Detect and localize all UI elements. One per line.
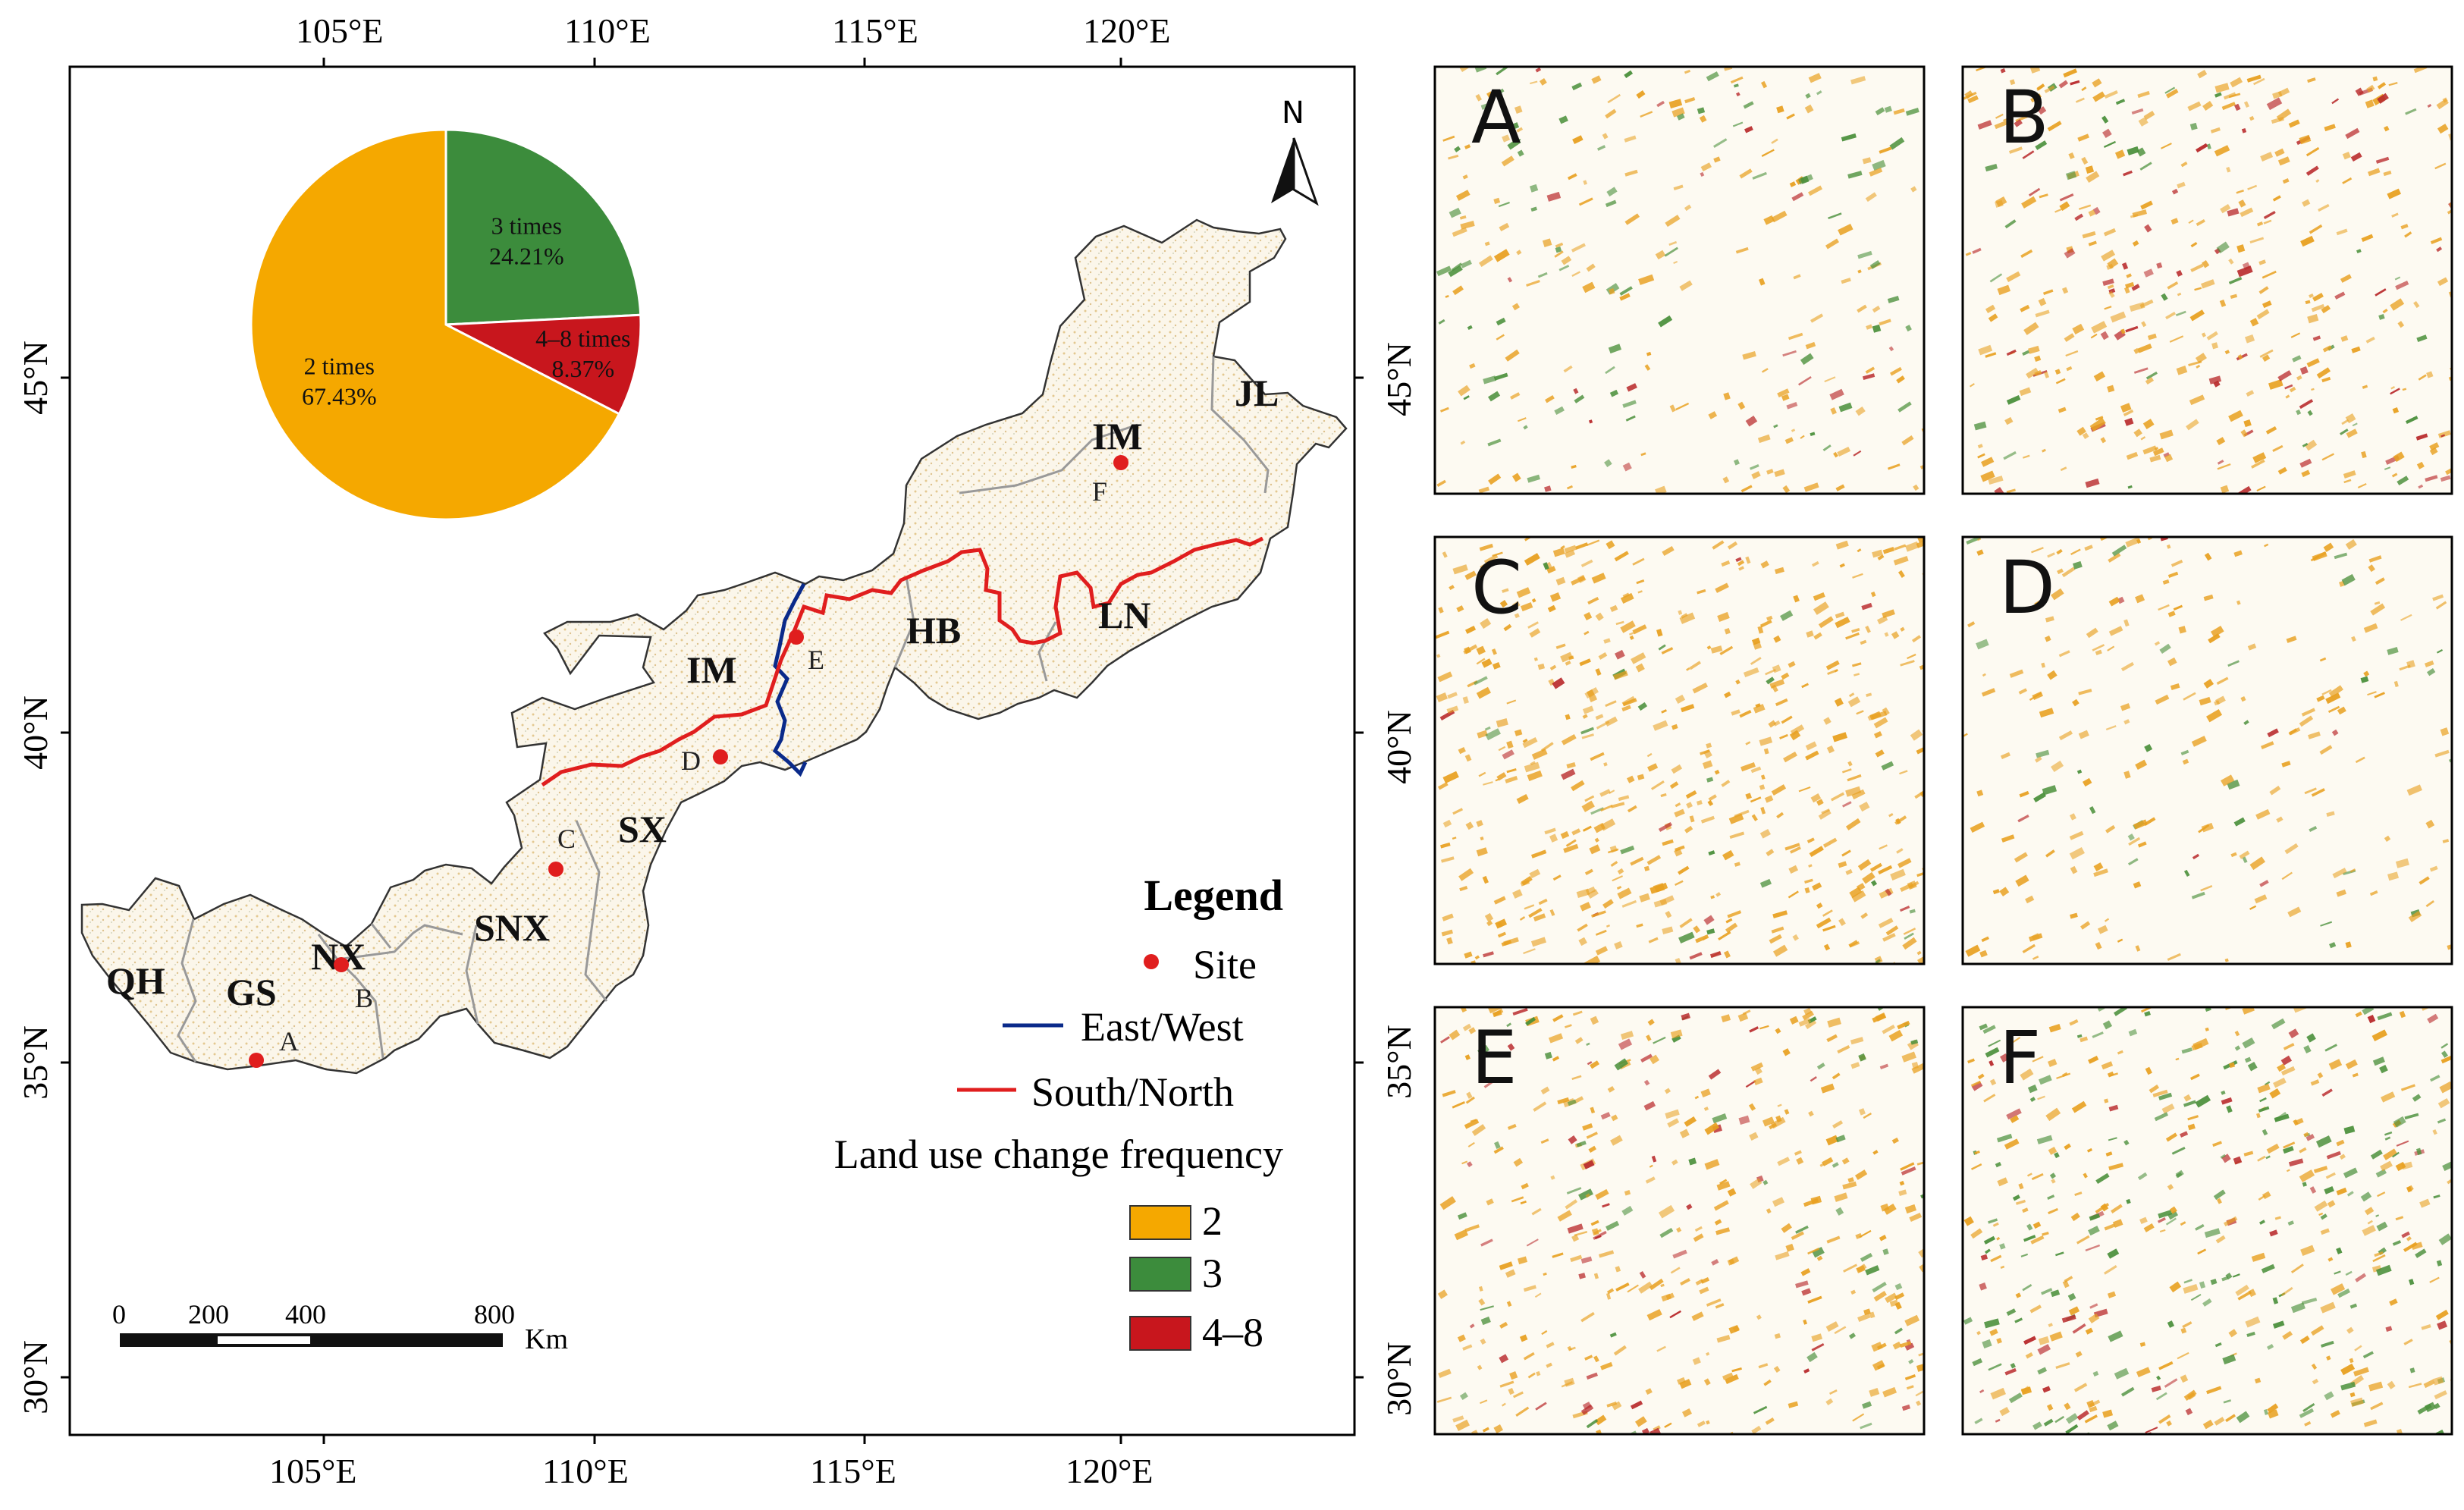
detail-panel: F — [1961, 1006, 2453, 1436]
legend-title: Legend — [1144, 871, 1283, 920]
legend-south-north-label: South/North — [1031, 1069, 1234, 1115]
site-dot — [548, 862, 563, 877]
detail-panel: B — [1961, 65, 2453, 495]
main-map: 105°E 110°E 115°E 120°E 105°E 110°E 115°… — [16, 11, 1364, 1490]
pie-slice — [441, 313, 642, 416]
lon-tick-top: 105°E — [296, 11, 384, 50]
detail-panels: 45°N 40°N 35°N 30°N A B C D E F — [1380, 65, 2453, 1436]
province-label: IM — [686, 648, 737, 691]
panel-label: B — [1999, 75, 2049, 160]
site-dot — [713, 749, 728, 764]
scale-unit: Km — [525, 1323, 568, 1355]
lon-tick-top: 110°E — [564, 11, 651, 50]
pie-value: 8.37% — [551, 355, 614, 382]
site-label: F — [1092, 476, 1107, 507]
site-dot — [1113, 455, 1128, 470]
pie-slice — [444, 128, 642, 326]
map-ticks — [61, 58, 1364, 1444]
province-label: JL — [1235, 372, 1279, 414]
lat-tick-left: 40°N — [16, 695, 55, 770]
legend-site-label: Site — [1193, 942, 1257, 987]
panel-label: E — [1471, 1016, 1518, 1100]
legend-east-west-label: East/West — [1081, 1004, 1244, 1050]
panel-lat-tick: 40°N — [1380, 710, 1418, 784]
lon-tick-top: 120°E — [1083, 11, 1171, 50]
scale-tick: 400 — [285, 1299, 326, 1329]
legend-swatch — [1129, 1316, 1191, 1351]
site-label: B — [355, 983, 373, 1013]
site-label: C — [557, 824, 576, 854]
province-label: QH — [106, 959, 165, 1002]
site-markers — [249, 455, 1128, 1068]
lat-tick-left: 30°N — [16, 1340, 55, 1414]
lon-tick-bottom: 115°E — [810, 1452, 896, 1490]
legend-class-label: 2 — [1202, 1198, 1223, 1244]
panel-label: F — [1999, 1016, 2041, 1100]
pie-chart: 2 times 67.43% 3 times 24.21% 4–8 times 8.37% — [250, 128, 642, 521]
scale-tick: 800 — [474, 1299, 515, 1329]
province-label: SNX — [474, 906, 550, 949]
detail-panel: E — [1433, 1006, 1926, 1436]
pie-value: 24.21% — [489, 242, 564, 269]
province-label: GS — [226, 971, 277, 1013]
detail-panel: A — [1433, 65, 1926, 495]
east-west-line — [772, 582, 808, 777]
province-label: HB — [906, 609, 961, 651]
legend-class-label: 4–8 — [1202, 1310, 1263, 1355]
legend-swatch — [1129, 1205, 1191, 1240]
legend-swatch — [1129, 1257, 1191, 1292]
detail-panel: D — [1961, 535, 2453, 965]
study-region — [80, 218, 1348, 1075]
lon-tick-bottom: 120°E — [1066, 1452, 1154, 1490]
lon-tick-bottom: 110°E — [542, 1452, 629, 1490]
site-label: D — [681, 746, 701, 776]
pie-label: 3 times — [491, 212, 562, 239]
scale-tick: 200 — [188, 1299, 229, 1329]
detail-panel: C — [1433, 535, 1926, 965]
panel-lat-tick: 35°N — [1380, 1025, 1418, 1099]
site-dot — [789, 629, 804, 645]
legend-site-symbol — [1144, 954, 1159, 969]
panel-label: D — [1999, 545, 2055, 630]
pie-label: 4–8 times — [535, 325, 630, 352]
lat-tick-left: 45°N — [16, 341, 55, 415]
site-label: E — [808, 645, 824, 675]
panel-lat-tick: 45°N — [1380, 342, 1418, 416]
south-north-line — [541, 536, 1264, 787]
panel-label: A — [1471, 75, 1521, 160]
province-label: LN — [1098, 594, 1150, 636]
legend-frequency-title: Land use change frequency — [834, 1132, 1283, 1177]
legend: Legend Site East/West South/North Land u… — [834, 871, 1283, 1355]
panel-lat-tick: 30°N — [1380, 1342, 1418, 1416]
panel-label: C — [1471, 545, 1522, 630]
lat-tick-left: 35°N — [16, 1025, 55, 1100]
site-dot — [334, 957, 349, 972]
lon-tick-bottom: 105°E — [269, 1452, 357, 1490]
legend-class-label: 3 — [1202, 1251, 1223, 1296]
province-label: IM — [1092, 415, 1143, 457]
pie-value: 67.43% — [302, 383, 377, 410]
province-borders — [177, 356, 1270, 1063]
lon-tick-top: 115°E — [832, 11, 918, 50]
north-label: N — [1282, 96, 1304, 130]
scale-bar: 0 200 400 800 Km — [112, 1299, 568, 1355]
site-label: A — [279, 1026, 299, 1056]
pie-label: 2 times — [304, 353, 375, 380]
scale-tick: 0 — [112, 1299, 126, 1329]
pie-slice — [250, 128, 621, 521]
north-arrow: N — [1271, 96, 1319, 206]
site-dot — [249, 1053, 264, 1068]
province-label: SX — [618, 808, 667, 850]
